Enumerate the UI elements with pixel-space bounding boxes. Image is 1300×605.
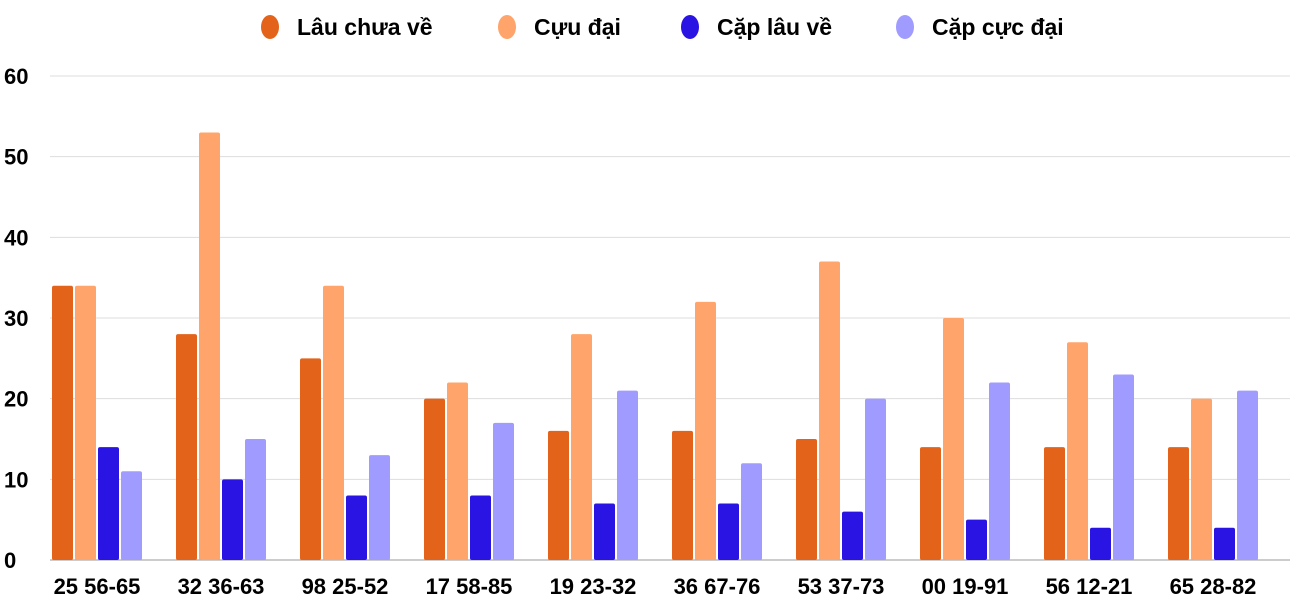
y-tick-label: 0: [4, 548, 16, 573]
bar: [323, 285, 344, 560]
bar: [121, 471, 142, 560]
bar: [1214, 527, 1235, 560]
y-axis-ticks: 0 10 20 30 40 50 60: [4, 64, 28, 573]
bar: [796, 439, 817, 560]
legend-marker: [681, 15, 699, 39]
x-tick-label: 19 23-32: [550, 574, 637, 599]
bar: [741, 463, 762, 560]
bar: [920, 447, 941, 560]
x-tick-label: 17 58-85: [426, 574, 513, 599]
y-tick-label: 30: [4, 306, 28, 331]
bar: [75, 285, 96, 560]
x-tick-label: 25 56-65: [54, 574, 141, 599]
bar: [1237, 390, 1258, 560]
bar: [493, 422, 514, 560]
bar: [447, 382, 468, 560]
bar: [470, 495, 491, 560]
legend-marker: [896, 15, 914, 39]
x-tick-label: 00 19-91: [922, 574, 1009, 599]
y-tick-label: 50: [4, 145, 28, 170]
bar: [199, 132, 220, 560]
bar: [548, 430, 569, 560]
legend-marker: [498, 15, 516, 39]
legend: Lâu chưa về Cựu đại Cặp lâu về Cặp cực đại: [261, 14, 1064, 40]
bar: [1113, 374, 1134, 560]
legend-label: Cựu đại: [534, 14, 621, 40]
bar: [1090, 527, 1111, 560]
bar: [1191, 398, 1212, 560]
bar: [842, 511, 863, 560]
bar: [989, 382, 1010, 560]
y-tick-label: 20: [4, 387, 28, 412]
bar: [865, 398, 886, 560]
bars: [52, 132, 1258, 560]
x-tick-label: 53 37-73: [798, 574, 885, 599]
x-tick-label: 65 28-82: [1170, 574, 1257, 599]
legend-label: Cặp cực đại: [932, 14, 1064, 40]
bar: [617, 390, 638, 560]
x-tick-label: 56 12-21: [1046, 574, 1133, 599]
bar: [369, 455, 390, 560]
legend-marker: [261, 15, 279, 39]
x-tick-label: 98 25-52: [302, 574, 389, 599]
y-tick-label: 10: [4, 467, 28, 492]
x-tick-label: 36 67-76: [674, 574, 761, 599]
bar: [1067, 342, 1088, 560]
bar: [718, 503, 739, 560]
bar: [695, 301, 716, 560]
bar: [819, 261, 840, 560]
bar: [245, 439, 266, 560]
bar: [176, 334, 197, 560]
bar: [966, 519, 987, 560]
y-tick-label: 40: [4, 225, 28, 250]
bar: [222, 479, 243, 560]
x-axis-ticks: 25 56-65 32 36-63 98 25-52 17 58-85 19 23-32…: [54, 574, 1257, 599]
bar: [1044, 447, 1065, 560]
bar: [346, 495, 367, 560]
y-tick-label: 60: [4, 64, 28, 89]
bar: [943, 318, 964, 560]
bar: [571, 334, 592, 560]
x-tick-label: 32 36-63: [178, 574, 265, 599]
bar: [1168, 447, 1189, 560]
bar: [300, 358, 321, 560]
bar: [672, 430, 693, 560]
legend-label: Cặp lâu về: [717, 14, 832, 40]
bar: [594, 503, 615, 560]
bar: [52, 285, 73, 560]
legend-label: Lâu chưa về: [297, 14, 433, 40]
bar: [424, 398, 445, 560]
bar: [98, 447, 119, 560]
